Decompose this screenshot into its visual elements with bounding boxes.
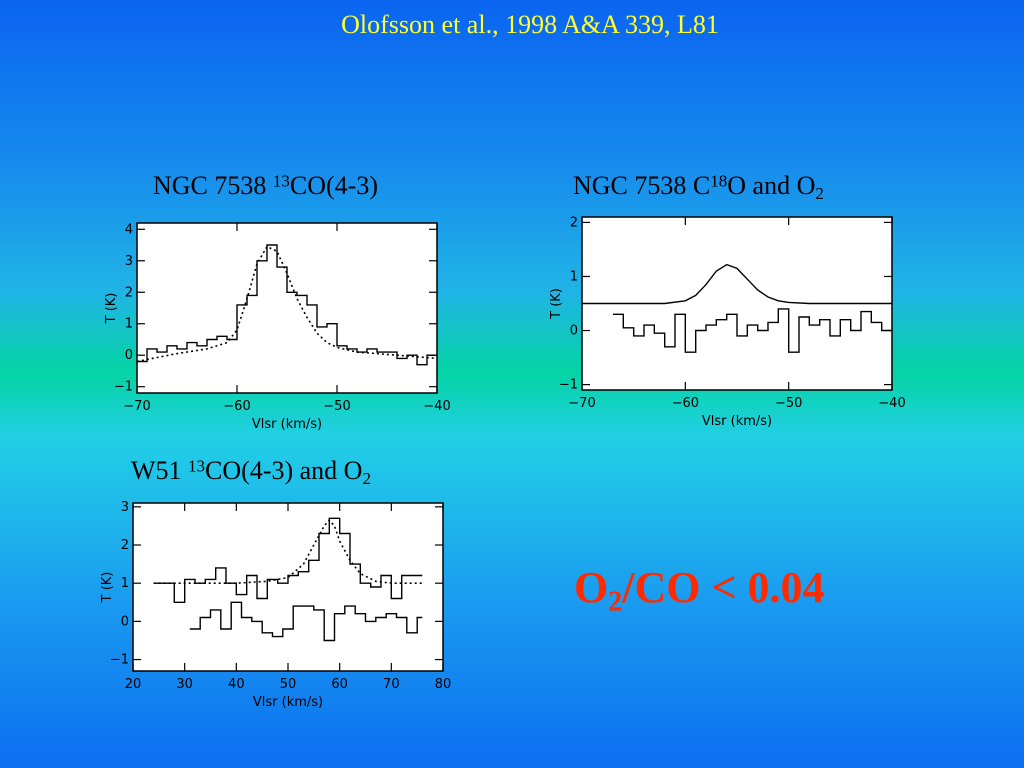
ratio-pre: O <box>574 563 609 612</box>
x-axis-label: Vlsr (km/s) <box>252 417 322 432</box>
x-tick-label: 50 <box>280 677 297 692</box>
x-axis-label: Vlsr (km/s) <box>253 695 323 710</box>
x-tick-label: −60 <box>223 399 250 414</box>
panel-2-title: NGC 7538 C18O and O2 <box>573 171 824 204</box>
x-tick-label: −40 <box>878 396 905 411</box>
panel-3-title-main: CO(4-3) and O <box>205 456 363 485</box>
plot-frame <box>136 222 438 394</box>
chart-w51-13co-o2: 20 30 40 50 60 70 80 −1 0 1 2 3 Vlsr (km/s) T (K) <box>100 500 451 710</box>
y-tick-label: 0 <box>121 614 129 629</box>
citation: Olofsson et al., 1998 A&A 339, L81 <box>341 10 719 39</box>
x-tick-label: −70 <box>568 396 595 411</box>
series-histogram-2 <box>189 601 423 642</box>
y-tick-label: −1 <box>114 380 133 395</box>
plot-frame <box>132 502 444 672</box>
x-tick-label: −60 <box>672 396 699 411</box>
ratio-sub: 2 <box>608 586 623 618</box>
y-tick-label: 1 <box>570 269 578 284</box>
x-tick-label: 80 <box>435 677 452 692</box>
panel-3-title-sup: 13 <box>188 456 206 476</box>
chart-ngc7538-13co: −70 −60 −50 −40 −1 0 1 2 3 4 Vlsr (km/s) T (K) <box>104 222 451 432</box>
y-axis-label: T (K) <box>104 293 119 325</box>
panel-1-title: NGC 7538 13CO(4-3) <box>153 171 378 201</box>
y-tick-label: 0 <box>570 324 578 339</box>
y-tick-label: −1 <box>110 653 129 668</box>
panel-2-title-pre: NGC 7538 C <box>573 171 711 200</box>
chart-ngc7538-c18o-o2: −70 −60 −50 −40 −1 0 1 2 Vlsr (km/s) T (K) <box>549 215 906 429</box>
ratio-post: /CO < 0.04 <box>622 563 825 612</box>
x-tick-label: −50 <box>775 396 802 411</box>
y-axis-label: T (K) <box>549 288 564 320</box>
x-axis-label: Vlsr (km/s) <box>702 414 772 429</box>
panel-3-title-pre: W51 <box>131 456 189 485</box>
y-tick-label: 2 <box>125 285 133 300</box>
x-tick-label: 40 <box>228 677 245 692</box>
panel-2-title-main: O and O <box>727 171 816 200</box>
y-tick-label: 3 <box>121 500 129 515</box>
x-tick-label: −40 <box>423 399 450 414</box>
panel-3-title: W51 13CO(4-3) and O2 <box>131 456 371 489</box>
panel-3-title-sub: 2 <box>362 469 371 489</box>
y-axis-label: T (K) <box>100 572 115 604</box>
panel-1-title-pre: NGC 7538 <box>153 171 273 200</box>
x-tick-label: 30 <box>176 677 193 692</box>
x-tick-label: 20 <box>125 677 142 692</box>
panel-2-title-sub: 2 <box>815 184 824 204</box>
panel-1-title-sup: 13 <box>272 171 290 191</box>
y-tick-label: 0 <box>125 348 133 363</box>
series-histogram-0 <box>137 244 437 366</box>
y-tick-label: 1 <box>125 317 133 332</box>
panel-1-title-main: CO(4-3) <box>289 171 378 200</box>
y-tick-label: 3 <box>125 254 133 269</box>
x-tick-label: −50 <box>323 399 350 414</box>
series-solid-0 <box>582 263 892 305</box>
y-tick-label: 2 <box>570 215 578 230</box>
series-histogram-1 <box>613 308 892 353</box>
x-tick-label: 60 <box>331 677 348 692</box>
x-tick-label: −70 <box>123 399 150 414</box>
series-dotted-1 <box>136 245 438 363</box>
panel-2-title-sup: 18 <box>710 171 728 191</box>
y-tick-label: 2 <box>121 538 129 553</box>
x-tick-label: 70 <box>383 677 400 692</box>
y-tick-label: 1 <box>121 576 129 591</box>
y-tick-label: −1 <box>559 378 578 393</box>
y-tick-label: 4 <box>125 222 133 237</box>
o2-co-ratio: O2/CO < 0.04 <box>574 562 825 616</box>
